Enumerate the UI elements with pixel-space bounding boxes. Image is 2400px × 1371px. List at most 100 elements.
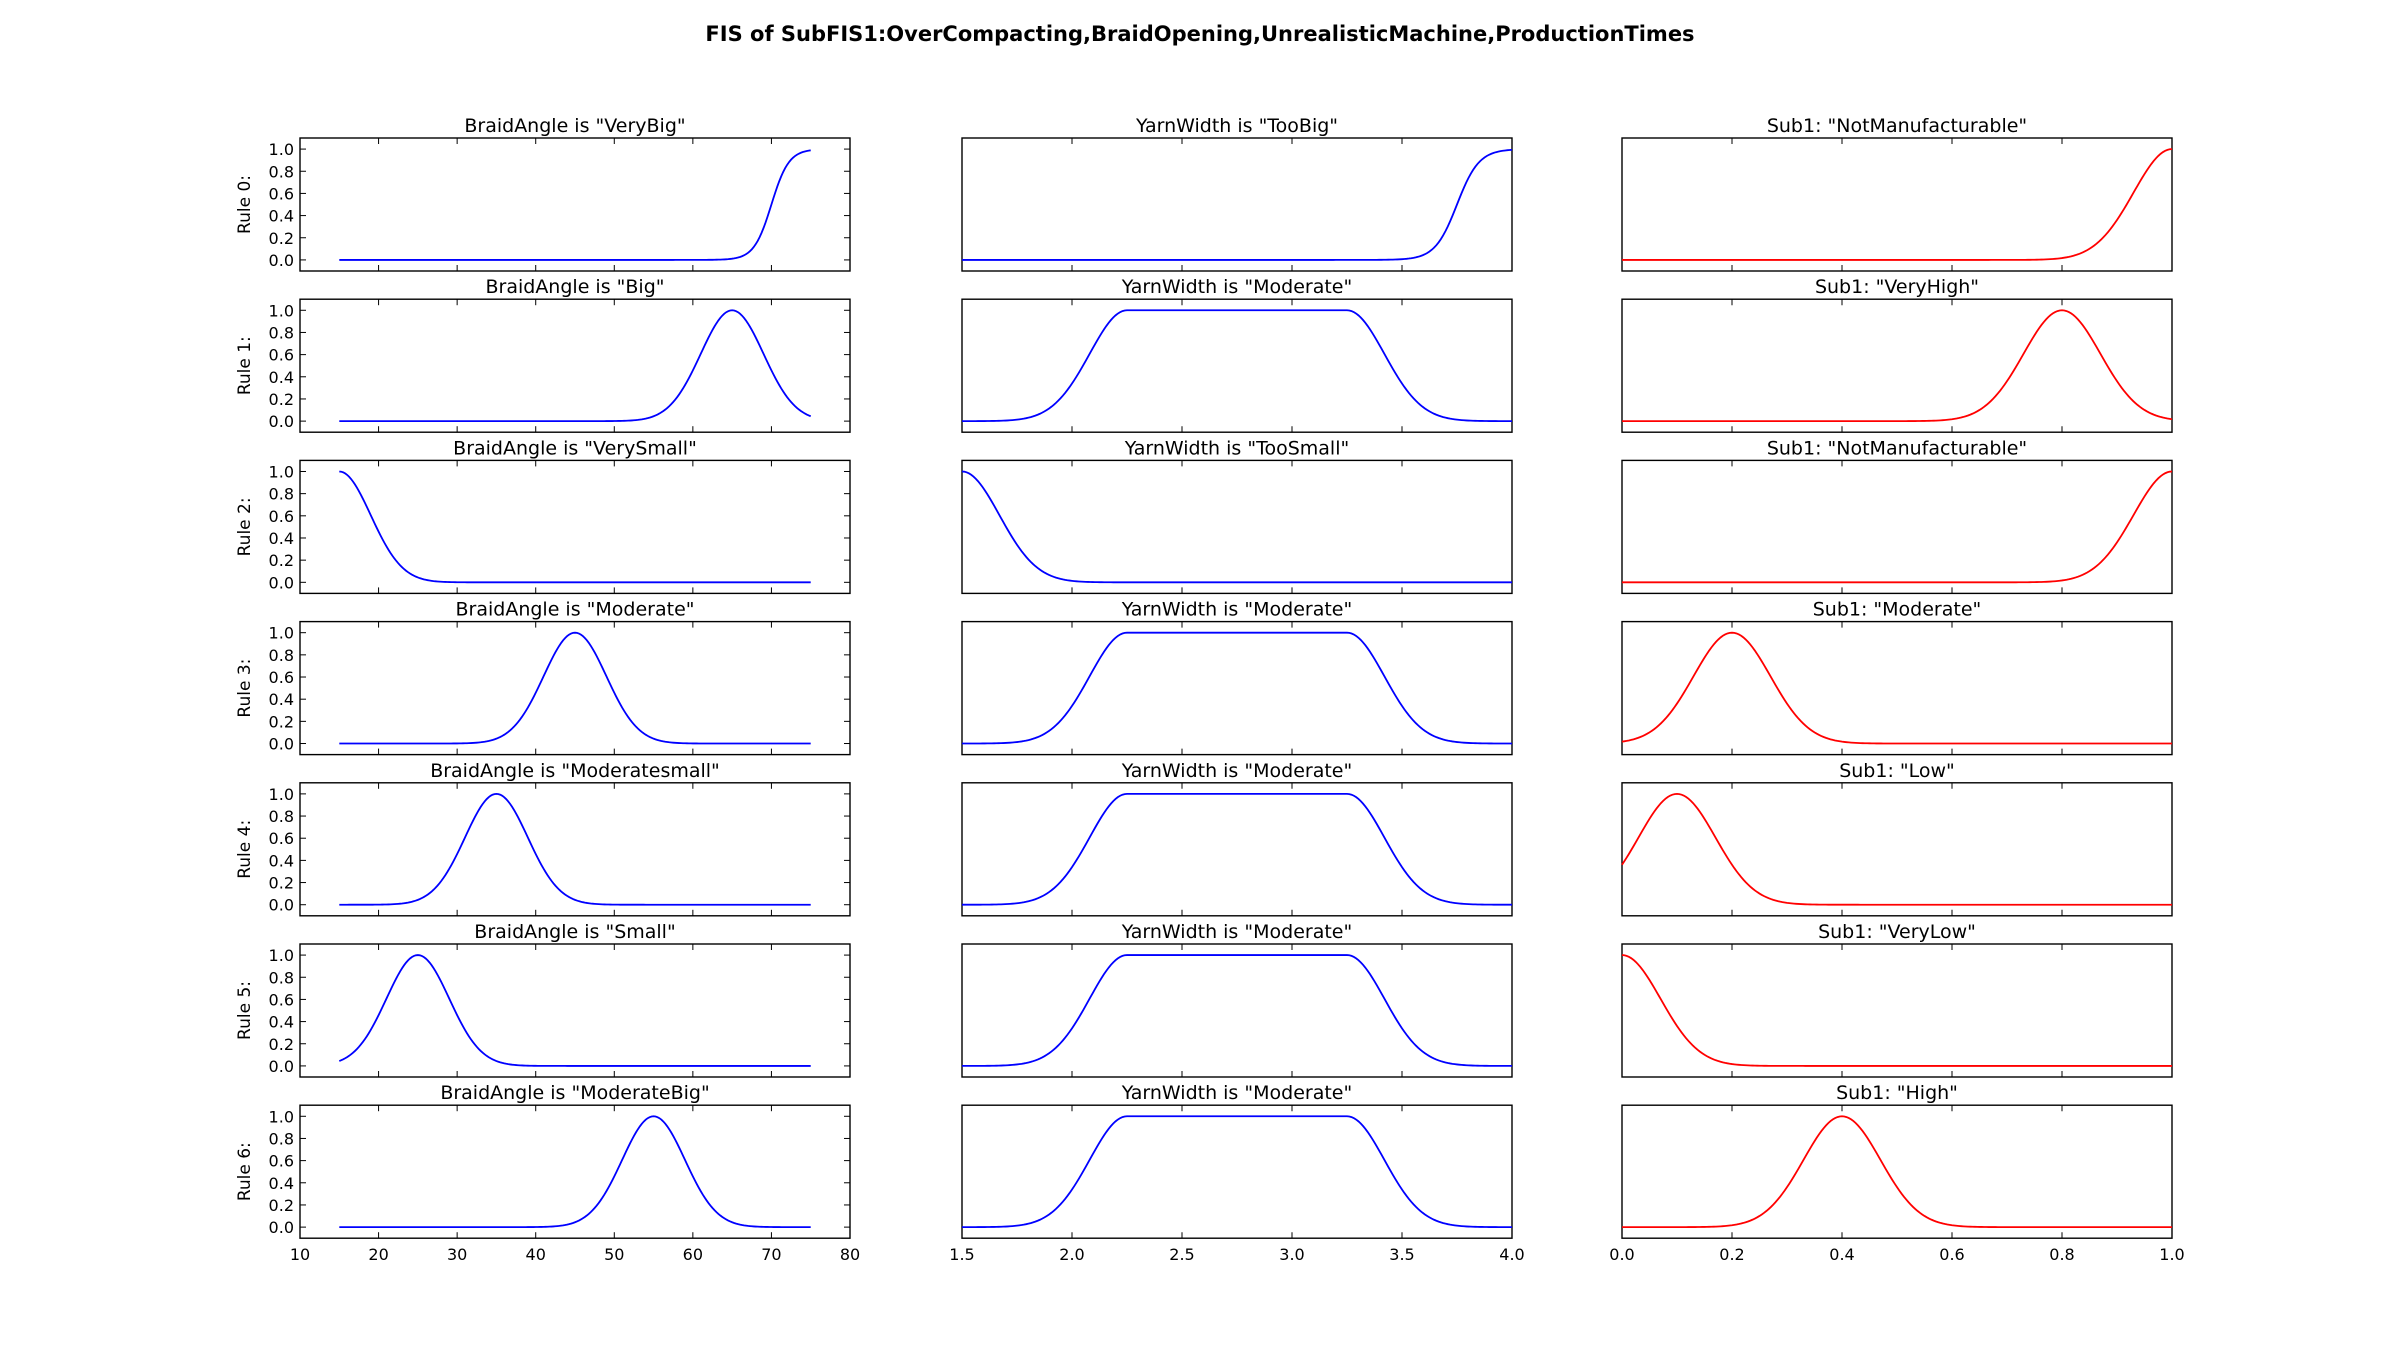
row-label-rule-5: Rule 5: (235, 981, 255, 1040)
subplot-title-input_2-rule-0: YarnWidth is "TooBig" (1135, 115, 1338, 137)
subplot-title-input_1-rule-2: BraidAngle is "VerySmall" (453, 437, 697, 459)
axes-frame-input_1-rule-3 (299, 620, 851, 756)
x-tick-label: 0.6 (1939, 1245, 1964, 1264)
mf-curve-output-rule-4 (1621, 792, 2172, 906)
y-tick-label: 0.6 (269, 990, 294, 1009)
axes-frame-output-rule-1 (1621, 298, 2173, 433)
y-tick-label: 0.2 (269, 390, 294, 409)
axes-frame-output-rule-3 (1621, 620, 2173, 756)
x-tick-label: 40 (526, 1245, 546, 1264)
x-tick-label: 0.8 (2049, 1245, 2074, 1264)
y-tick-label: 1.0 (269, 301, 294, 320)
y-tick-label: 0.6 (269, 184, 294, 203)
y-tick-label: 1.0 (269, 1107, 294, 1126)
mf-curve-output-rule-0 (1622, 148, 2173, 261)
y-tick-label: 1.0 (269, 140, 294, 159)
axes-frame-output-rule-4 (1621, 782, 2173, 917)
y-tick-label: 0.2 (269, 712, 294, 731)
subplot-title-output-rule-6: Sub1: "High" (1836, 1082, 1958, 1104)
y-tick-label: 0.8 (269, 646, 294, 665)
x-tick-label: 70 (761, 1245, 781, 1264)
y-tick-label: 0.8 (269, 485, 294, 504)
y-tick-label: 0.6 (269, 1152, 294, 1171)
mf-curve-input_1-rule-5 (338, 954, 811, 1067)
x-tick-label: 2.0 (1059, 1245, 1084, 1264)
mf-curve-output-rule-3 (1621, 631, 2172, 745)
row-label-rule-0: Rule 0: (235, 175, 255, 234)
y-tick-label: 0.4 (269, 851, 294, 870)
subplot-title-input_2-rule-4: YarnWidth is "Moderate" (1121, 760, 1352, 782)
axes-frame-input_1-rule-5 (299, 943, 851, 1078)
mf-curve-input_1-rule-1 (339, 309, 812, 423)
subplot-title-output-rule-1: Sub1: "VeryHigh" (1815, 276, 1979, 298)
y-tick-label: 0.6 (269, 346, 294, 365)
y-tick-label: 0.0 (269, 1218, 294, 1237)
y-tick-label: 0.0 (269, 412, 294, 431)
axes-frame-input_2-rule-5 (961, 943, 1513, 1078)
mf-curve-output-rule-5 (1621, 954, 2172, 1067)
mf-curve-output-rule-6 (1622, 1115, 2172, 1229)
mf-curve-input_1-rule-6 (339, 1115, 811, 1229)
subplot-title-output-rule-5: Sub1: "VeryLow" (1818, 921, 1976, 943)
y-tick-label: 0.8 (269, 323, 294, 342)
mf-curve-input_2-rule-2 (961, 470, 1512, 584)
axes-frame-input_2-rule-3 (961, 620, 1513, 756)
row-label-rule-1: Rule 1: (235, 336, 255, 395)
x-tick-label: 1.0 (2159, 1245, 2184, 1264)
mf-curve-input_2-rule-6 (962, 1115, 1512, 1229)
axes-frame-output-rule-0 (1621, 137, 2173, 272)
row-label-rule-2: Rule 2: (235, 497, 255, 556)
y-tick-label: 0.0 (269, 573, 294, 592)
axes-frame-input_2-rule-0 (961, 137, 1513, 272)
x-tick-label: 60 (683, 1245, 703, 1264)
x-tick-label: 20 (368, 1245, 388, 1264)
y-tick-label: 0.2 (269, 1196, 294, 1215)
y-tick-label: 0.0 (269, 735, 294, 754)
mf-curve-input_1-rule-4 (339, 792, 811, 906)
mf-curve-input_2-rule-3 (962, 631, 1512, 745)
x-tick-label: 0.2 (1719, 1245, 1744, 1264)
x-tick-label: 3.0 (1279, 1245, 1304, 1264)
mf-curve-input_1-rule-2 (339, 470, 811, 584)
subplot-title-input_2-rule-6: YarnWidth is "Moderate" (1121, 1082, 1352, 1104)
y-tick-label: 0.0 (269, 1057, 294, 1076)
x-tick-label: 30 (447, 1245, 467, 1264)
y-tick-label: 0.8 (269, 1129, 294, 1148)
mf-curve-output-rule-1 (1622, 309, 2173, 423)
y-tick-label: 0.2 (269, 229, 294, 248)
subplot-title-input_1-rule-6: BraidAngle is "ModerateBig" (440, 1082, 709, 1104)
subplot-title-output-rule-0: Sub1: "NotManufacturable" (1767, 115, 2027, 137)
y-tick-label: 0.4 (269, 529, 294, 548)
x-tick-label: 0.0 (1609, 1245, 1634, 1264)
y-tick-label: 1.0 (269, 785, 294, 804)
subplot-title-output-rule-2: Sub1: "NotManufacturable" (1767, 437, 2027, 459)
x-tick-label: 10 (290, 1245, 310, 1264)
y-tick-label: 1.0 (269, 624, 294, 643)
subplot-title-output-rule-4: Sub1: "Low" (1839, 760, 1955, 782)
mf-curve-input_1-rule-3 (339, 631, 811, 745)
subplot-title-input_2-rule-1: YarnWidth is "Moderate" (1121, 276, 1352, 298)
axes-frame-input_2-rule-4 (961, 782, 1513, 917)
y-tick-label: 0.8 (269, 968, 294, 987)
mf-curve-input_2-rule-1 (962, 309, 1512, 423)
y-tick-label: 0.4 (269, 1013, 294, 1032)
y-tick-label: 0.8 (269, 807, 294, 826)
x-tick-label: 1.5 (949, 1245, 974, 1264)
axes-frame-output-rule-6 (1621, 1104, 2173, 1239)
x-tick-label: 4.0 (1499, 1245, 1524, 1264)
x-tick-label: 50 (604, 1245, 624, 1264)
x-tick-label: 2.5 (1169, 1245, 1194, 1264)
subplot-title-input_2-rule-5: YarnWidth is "Moderate" (1121, 921, 1352, 943)
y-tick-label: 0.2 (269, 1035, 294, 1054)
row-label-rule-4: Rule 4: (235, 820, 255, 879)
mf-curve-input_2-rule-4 (962, 792, 1512, 906)
y-tick-label: 0.2 (269, 551, 294, 570)
axes-frame-input_1-rule-6 (299, 1104, 851, 1239)
row-label-rule-3: Rule 3: (235, 659, 255, 718)
figure-title: FIS of SubFIS1:OverCompacting,BraidOpeni… (705, 22, 1695, 46)
subplot-title-input_1-rule-1: BraidAngle is "Big" (485, 276, 664, 298)
subplot-title-input_1-rule-5: BraidAngle is "Small" (474, 921, 675, 943)
y-tick-label: 0.4 (269, 1174, 294, 1193)
y-tick-label: 0.0 (269, 251, 294, 270)
